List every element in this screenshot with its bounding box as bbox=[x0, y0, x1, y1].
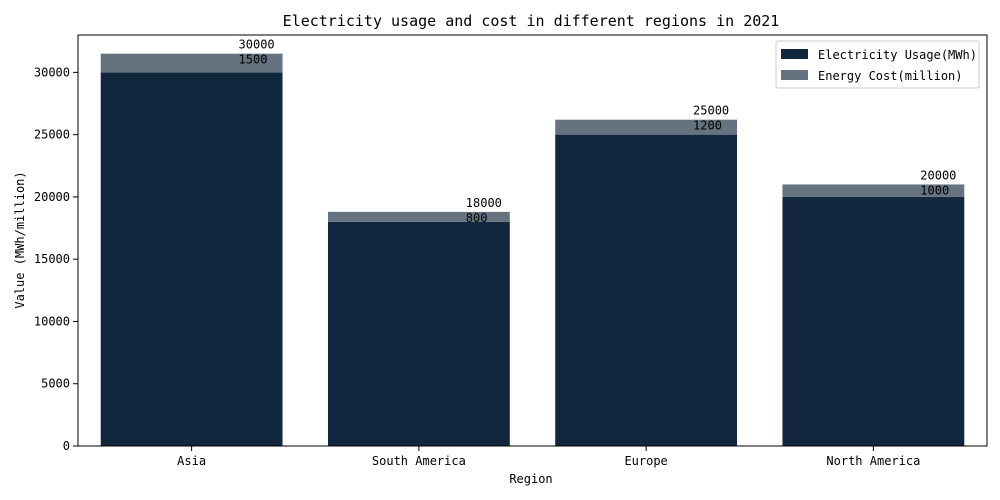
bar-energy-cost bbox=[782, 184, 965, 197]
legend-swatch bbox=[781, 70, 808, 80]
x-tick-label: Asia bbox=[177, 454, 206, 468]
legend: Electricity Usage(MWh) Energy Cost(millio… bbox=[775, 40, 980, 89]
data-label-energy-cost: 1000 bbox=[920, 183, 949, 197]
y-axis-label: Value (MWh/million) bbox=[13, 171, 27, 308]
data-label-electricity-usage: 30000 bbox=[239, 38, 275, 52]
plot-area: 050001000015000200002500030000Asia300001… bbox=[34, 38, 965, 468]
x-tick-label: South America bbox=[372, 454, 466, 468]
data-label-energy-cost: 800 bbox=[466, 211, 488, 225]
plot-frame bbox=[77, 34, 988, 447]
bar-electricity-usage bbox=[100, 72, 283, 446]
legend-label: Energy Cost(million) bbox=[818, 69, 963, 83]
x-tick-label: Europe bbox=[624, 454, 667, 468]
y-tick-label: 15000 bbox=[34, 252, 70, 266]
chart-title: Electricity usage and cost in different … bbox=[283, 12, 780, 30]
data-label-energy-cost: 1200 bbox=[693, 119, 722, 133]
y-tick-label: 10000 bbox=[34, 314, 70, 328]
bar-energy-cost bbox=[100, 53, 283, 73]
y-tick-label: 30000 bbox=[34, 65, 70, 79]
legend-label: Electricity Usage(MWh) bbox=[818, 48, 977, 62]
data-label-electricity-usage: 25000 bbox=[693, 104, 729, 118]
legend-box bbox=[775, 40, 980, 89]
data-label-energy-cost: 1500 bbox=[239, 53, 268, 67]
y-tick-label: 20000 bbox=[34, 190, 70, 204]
x-axis-label: Region bbox=[509, 472, 552, 486]
legend-swatch bbox=[781, 49, 808, 59]
x-tick-label: North America bbox=[826, 454, 920, 468]
bar-electricity-usage bbox=[555, 134, 738, 447]
y-tick-label: 5000 bbox=[41, 377, 70, 391]
bar-electricity-usage bbox=[327, 221, 510, 446]
bar-energy-cost bbox=[555, 119, 738, 135]
bar-energy-cost bbox=[327, 211, 510, 222]
data-label-electricity-usage: 18000 bbox=[466, 196, 502, 210]
data-label-electricity-usage: 20000 bbox=[920, 168, 956, 182]
y-tick-label: 25000 bbox=[34, 128, 70, 142]
y-tick-label: 0 bbox=[63, 439, 70, 453]
bar-electricity-usage bbox=[782, 196, 965, 446]
